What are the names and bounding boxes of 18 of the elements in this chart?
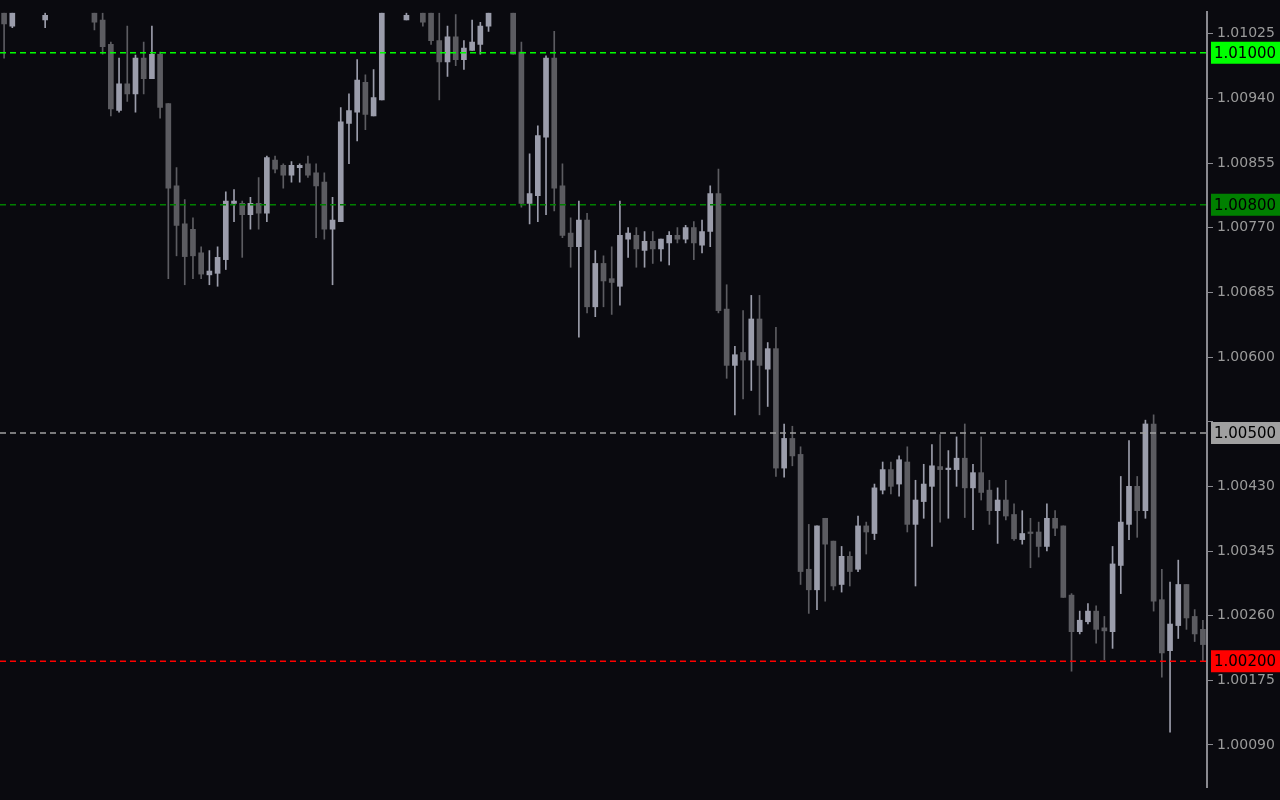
ref-line-label: 1.00500 — [1214, 423, 1277, 442]
y-tick-label: 1.00685 — [1217, 283, 1275, 299]
y-tick-label: 1.00600 — [1217, 347, 1275, 364]
ref-line-label: 1.00800 — [1214, 195, 1277, 214]
candlestick — [510, 12, 517, 55]
y-tick-label: 1.00855 — [1217, 153, 1275, 170]
y-tick-label: 1.00940 — [1217, 89, 1275, 105]
ref-line-label: 1.01000 — [1214, 43, 1277, 62]
y-tick-label: 1.00260 — [1217, 606, 1275, 623]
ref-line-label: 1.00200 — [1214, 652, 1277, 671]
y-tick-label: 1.01025 — [1217, 24, 1275, 41]
candlestick — [1060, 525, 1067, 598]
y-tick-label: 1.00090 — [1217, 735, 1275, 752]
y-tick-label: 1.00430 — [1217, 476, 1275, 493]
y-tick-label: 1.00770 — [1217, 218, 1275, 235]
y-tick-label: 1.00345 — [1217, 541, 1275, 558]
candlestick — [378, 12, 385, 101]
y-tick-label: 1.00175 — [1217, 670, 1275, 687]
